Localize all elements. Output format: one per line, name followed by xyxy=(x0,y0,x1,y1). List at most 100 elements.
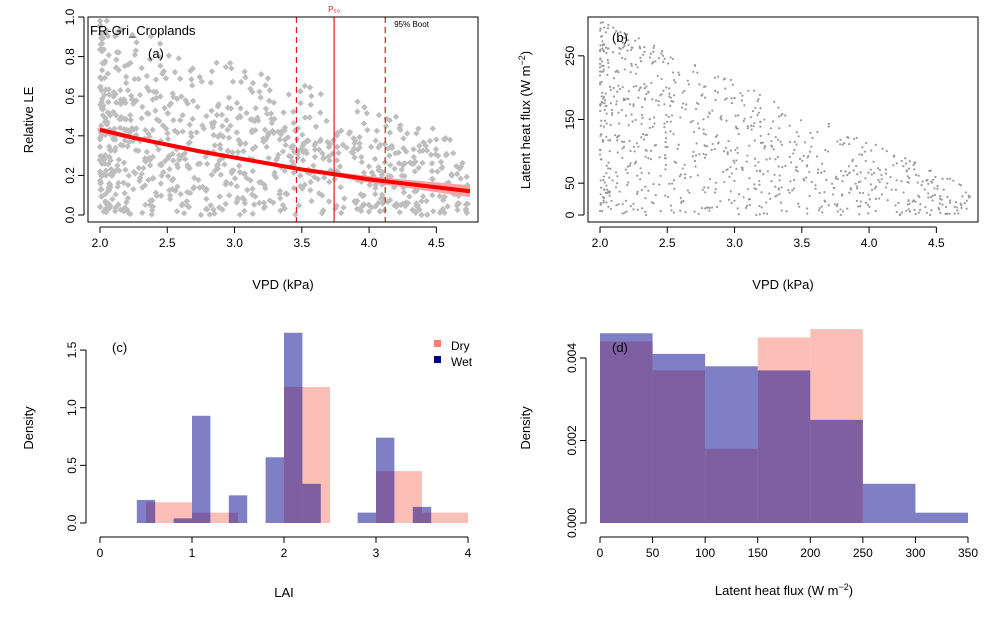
panel-b-point xyxy=(846,174,849,177)
panel-b-point xyxy=(637,89,641,92)
panel-a-point xyxy=(311,146,319,153)
panel-a-point xyxy=(111,125,118,132)
panel-b-point xyxy=(656,74,659,77)
panel-b-point xyxy=(726,168,729,171)
panel-b-point xyxy=(788,124,791,127)
panel-b-point xyxy=(931,199,934,202)
panel-a-point xyxy=(453,170,461,178)
panel-b-point xyxy=(755,213,758,217)
panel-b-point xyxy=(728,175,731,178)
panel-b-point xyxy=(796,170,799,173)
panel-b-point xyxy=(765,201,768,204)
panel-a-point xyxy=(142,201,149,208)
panel-a-point xyxy=(185,140,192,147)
panel-a-point xyxy=(166,165,173,173)
panel-b-point xyxy=(948,177,952,180)
panel-a-point xyxy=(141,155,149,162)
panel-a-point xyxy=(159,122,167,129)
panel-b-point xyxy=(602,188,606,191)
panel-b-point xyxy=(895,210,898,214)
panel-b-point xyxy=(851,158,854,161)
panel-a-point xyxy=(375,164,382,171)
panel-a-point xyxy=(390,183,398,191)
panel-b-point xyxy=(601,140,605,143)
panel-b-point xyxy=(810,145,813,148)
panel-c-x-tick-label: 2 xyxy=(281,546,288,560)
panel-d-x-tick-label: 250 xyxy=(853,546,873,560)
panel-a-point xyxy=(115,28,122,35)
panel-b-point xyxy=(674,81,677,84)
panel-b-point xyxy=(767,133,770,136)
panel-a-point xyxy=(131,75,138,83)
panel-b-point xyxy=(616,175,619,178)
panel-b-x-tick-label: 4.5 xyxy=(928,236,945,250)
panel-a-point xyxy=(98,186,105,193)
panel-b-point xyxy=(665,137,668,140)
panel-b-point xyxy=(913,208,916,211)
panel-b-point xyxy=(618,46,621,50)
panel-a-point xyxy=(419,193,427,200)
panel-b-point xyxy=(702,132,705,135)
panel-b-x-tick-label: 3.0 xyxy=(726,236,743,250)
panel-b-point xyxy=(768,192,771,195)
panel-a-point xyxy=(136,174,144,182)
panel-b-point xyxy=(683,163,686,166)
panel-b-point xyxy=(781,112,784,115)
panel-b-point xyxy=(607,23,610,26)
panel-a-point xyxy=(249,79,257,87)
panel-a-point xyxy=(114,202,121,209)
panel-b-point xyxy=(607,161,610,164)
panel-a-point xyxy=(276,187,284,195)
panel-b-point xyxy=(737,132,740,136)
panel-b-point xyxy=(644,210,647,214)
panel-b-point xyxy=(664,145,667,149)
panel-c-bar-dry xyxy=(215,512,238,523)
panel-b-point xyxy=(669,204,672,207)
panel-a-point xyxy=(334,143,341,151)
panel-a-point xyxy=(106,112,114,119)
panel-b-point xyxy=(617,203,620,206)
panel-a-point xyxy=(382,122,390,130)
panel-b-point xyxy=(765,158,768,161)
panel-a-point xyxy=(97,170,104,177)
panel-b-point xyxy=(963,202,966,205)
panel-b-point xyxy=(598,62,602,65)
panel-b-point xyxy=(702,152,705,156)
panel-b-point xyxy=(652,116,656,119)
panel-a-point xyxy=(365,163,373,170)
panel-a-point xyxy=(189,97,197,105)
panel-a-point xyxy=(312,123,320,130)
panel-b-point xyxy=(616,182,619,185)
panel-b-point xyxy=(730,97,733,100)
panel-b-point xyxy=(618,52,621,55)
panel-c-y-tick-label: 1.5 xyxy=(65,341,79,358)
panel-b-point xyxy=(653,144,656,147)
panel-a-point xyxy=(285,91,292,98)
panel-b-point xyxy=(818,191,821,195)
panel-b-point xyxy=(868,198,871,201)
panel-b-point xyxy=(615,100,618,103)
panel-b-point xyxy=(763,118,766,121)
panel-a-point xyxy=(143,148,151,156)
panel-b-point xyxy=(724,87,727,90)
panel-b-point xyxy=(611,179,614,182)
panel-b-point xyxy=(693,210,696,213)
panel-b-point xyxy=(777,115,780,118)
panel-b-y-tick-label: 50 xyxy=(563,176,577,190)
panel-b-point xyxy=(660,52,663,55)
panel-b-point xyxy=(615,29,618,33)
panel-b-point xyxy=(800,119,803,122)
panel-a-point xyxy=(325,143,333,151)
panel-b-point xyxy=(736,146,739,149)
panel-b-point xyxy=(916,181,919,184)
panel-a-point xyxy=(424,211,431,218)
panel-b-point xyxy=(844,170,847,173)
panel-a-point xyxy=(132,47,140,54)
panel-b-point xyxy=(599,134,602,137)
panel-a-point xyxy=(373,127,381,135)
panel-a-point xyxy=(335,149,342,157)
panel-b-point xyxy=(631,120,634,123)
panel-a-point xyxy=(277,131,285,138)
panel-b-point xyxy=(607,190,611,193)
panel-b-point xyxy=(668,87,671,90)
